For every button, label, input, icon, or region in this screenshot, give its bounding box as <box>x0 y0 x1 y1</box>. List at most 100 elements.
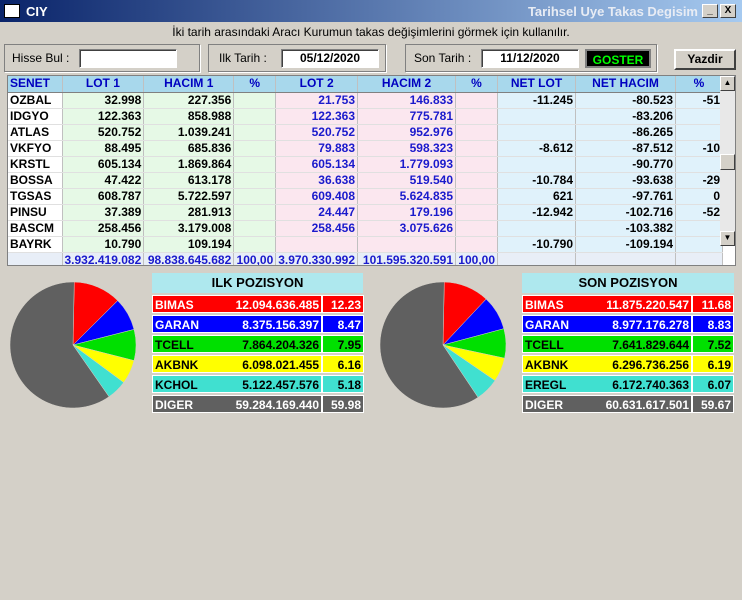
table-row[interactable]: PINSU 37.389 281.913 24.447 179.196 -12.942 -1… <box>8 204 723 221</box>
grid-cell <box>455 156 498 173</box>
son-position-row: BIMAS 11.875.220.547 11.68 <box>522 295 734 313</box>
grid-scrollbar[interactable]: ▲ ▼ <box>720 76 735 246</box>
grid-cell: 122.363 <box>62 108 145 125</box>
takas-table: SENET LOT 1 HACIM 1% LOT 2 HACIM 2% NET LOT NE… <box>8 76 723 265</box>
ilk-tarih-input[interactable]: 05/12/2020 <box>281 49 379 68</box>
table-row[interactable]: BASCM 258.456 3.179.008 258.456 3.075.626 -10… <box>8 220 723 237</box>
grid-header-0[interactable]: SENET <box>8 76 63 93</box>
total-cell: 101.595.320.591 <box>357 252 456 265</box>
yazdir-button[interactable]: Yazdir <box>674 49 736 70</box>
son-tarih-input[interactable]: 11/12/2020 <box>481 49 579 68</box>
grid-cell: 21.753 <box>275 92 358 109</box>
total-cell <box>497 252 576 265</box>
position-value: 60.631.617.501 <box>522 395 692 413</box>
grid-cell: 258.456 <box>62 220 145 237</box>
grid-header-4[interactable]: LOT 2 <box>275 76 358 93</box>
grid-cell: IDGYO <box>8 108 63 125</box>
grid-cell: 32.998 <box>62 92 145 109</box>
total-cell: 98.838.645.682 <box>143 252 235 265</box>
total-cell: 3.932.419.082 <box>62 252 145 265</box>
position-value: 12.094.636.485 <box>152 295 322 313</box>
grid-cell: 605.134 <box>275 156 358 173</box>
position-percent: 6.07 <box>692 375 734 393</box>
grid-header-9[interactable]: % <box>675 76 723 93</box>
grid-cell: 685.836 <box>143 140 235 157</box>
scroll-down-button[interactable]: ▼ <box>720 231 735 246</box>
grid-cell <box>233 204 277 221</box>
grid-cell <box>675 124 723 141</box>
grid-cell: 258.456 <box>275 220 358 237</box>
grid-cell <box>455 92 498 109</box>
grid-cell <box>497 156 576 173</box>
grid-header-5[interactable]: HACIM 2 <box>357 76 456 93</box>
minimize-button[interactable]: _ <box>702 4 718 18</box>
grid-header-6[interactable]: % <box>455 76 498 93</box>
grid-cell: 227.356 <box>143 92 235 109</box>
grid-header-2[interactable]: HACIM 1 <box>143 76 235 93</box>
grid-cell <box>233 220 277 237</box>
grid-cell: BOSSA <box>8 172 63 189</box>
scroll-thumb[interactable] <box>720 154 735 170</box>
grid-cell <box>455 220 498 237</box>
grid-header-7[interactable]: NET LOT <box>497 76 576 93</box>
table-row[interactable]: KRSTL 605.134 1.869.864 605.134 1.779.093 -90… <box>8 156 723 173</box>
table-row[interactable]: BAYRK 10.790 109.194 -10.790 -109.194 <box>8 236 723 253</box>
grid-cell: 520.752 <box>62 124 145 141</box>
grid-cell <box>455 172 498 189</box>
position-percent: 8.83 <box>692 315 734 333</box>
grid-cell <box>275 236 358 253</box>
hisse-search-input[interactable] <box>79 49 177 68</box>
table-row[interactable]: IDGYO 122.363 858.988 122.363 775.781 -83.206 <box>8 108 723 125</box>
grid-cell <box>455 236 498 253</box>
table-row[interactable]: TGSAS 608.787 5.722.597 609.408 5.624.835 621… <box>8 188 723 205</box>
grid-cell: 1.779.093 <box>357 156 456 173</box>
position-value: 11.875.220.547 <box>522 295 692 313</box>
grid-cell: OZBAL <box>8 92 63 109</box>
position-percent: 6.16 <box>322 355 364 373</box>
grid-cell: -11.245 <box>497 92 576 109</box>
grid-cell: -52 <box>675 204 723 221</box>
grid-cell: -29 <box>675 172 723 189</box>
grid-cell <box>675 236 723 253</box>
grid-cell <box>455 140 498 157</box>
position-percent: 11.68 <box>692 295 734 313</box>
search-group <box>4 44 200 72</box>
table-row[interactable]: OZBAL 32.998 227.356 21.753 146.833 -11.245 -8… <box>8 92 723 109</box>
grid-cell: 47.422 <box>62 172 145 189</box>
grid-cell: -109.194 <box>575 236 676 253</box>
position-percent: 6.19 <box>692 355 734 373</box>
position-percent: 8.47 <box>322 315 364 333</box>
grid-cell: 1.869.864 <box>143 156 235 173</box>
grid-cell: -12.942 <box>497 204 576 221</box>
ilk-position-row: KCHOL 5.122.457.576 5.18 <box>152 375 364 393</box>
total-cell: 3.970.330.992 <box>275 252 358 265</box>
grid-cell <box>497 108 576 125</box>
grid-cell: 952.976 <box>357 124 456 141</box>
grid-cell: -10.784 <box>497 172 576 189</box>
position-value: 6.296.736.256 <box>522 355 692 373</box>
position-value: 8.977.176.278 <box>522 315 692 333</box>
table-row[interactable]: VKFYO 88.495 685.836 79.883 598.323 -8.612 -87… <box>8 140 723 157</box>
table-row[interactable]: BOSSA 47.422 613.178 36.638 519.540 -10.784 -9… <box>8 172 723 189</box>
table-row[interactable]: ATLAS 520.752 1.039.241 520.752 952.976 -86.2… <box>8 124 723 141</box>
total-cell: 100,00 <box>455 252 498 265</box>
grid-cell: 858.988 <box>143 108 235 125</box>
position-value: 59.284.169.440 <box>152 395 322 413</box>
grid-cell: 1.039.241 <box>143 124 235 141</box>
ilk-position-row: GARAN 8.375.156.397 8.47 <box>152 315 364 333</box>
hisse-label: Hisse Bul : <box>12 51 70 65</box>
help-text: İki tarih arasındaki Aracı Kurumun takas… <box>172 25 570 39</box>
app-icon <box>4 4 20 18</box>
grid-cell: 79.883 <box>275 140 358 157</box>
grid-cell: -80.523 <box>575 92 676 109</box>
scroll-up-button[interactable]: ▲ <box>720 76 735 91</box>
grid-header-1[interactable]: LOT 1 <box>62 76 145 93</box>
takas-grid[interactable]: SENET LOT 1 HACIM 1% LOT 2 HACIM 2% NET LOT NE… <box>7 75 736 266</box>
grid-cell <box>455 108 498 125</box>
grid-header-8[interactable]: NET HACIM <box>575 76 676 93</box>
position-percent: 5.18 <box>322 375 364 393</box>
grid-cell <box>455 124 498 141</box>
close-button[interactable]: X <box>720 4 736 18</box>
goster-button[interactable]: GOSTER <box>585 49 651 68</box>
grid-header-3[interactable]: % <box>233 76 277 93</box>
